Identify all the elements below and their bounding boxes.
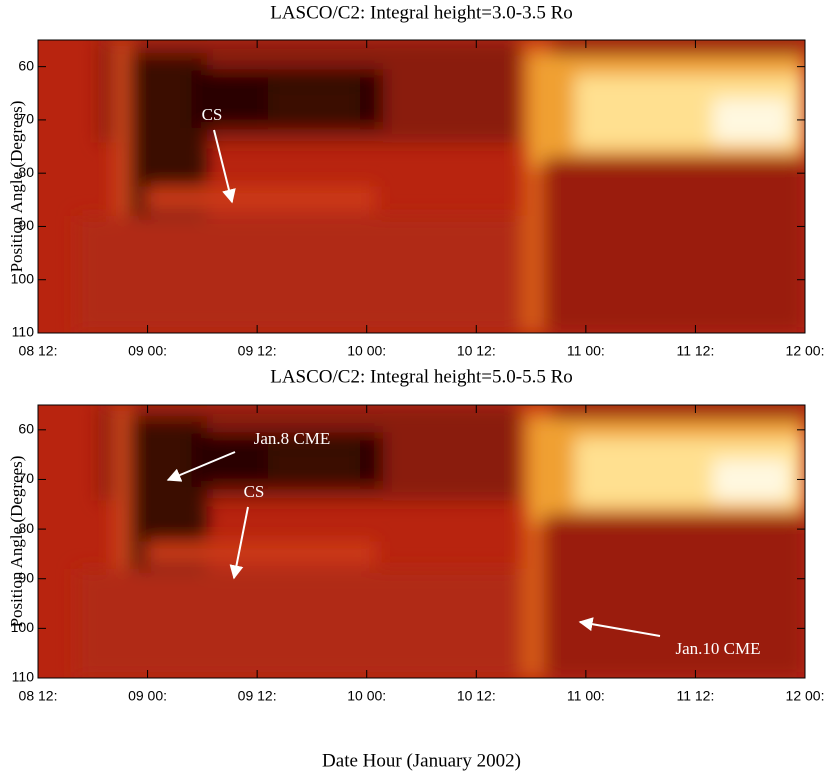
y-tick-label: 110 xyxy=(12,324,35,340)
panel-title: LASCO/C2: Integral height=5.0-5.5 Ro xyxy=(270,366,573,387)
heatmap-cell xyxy=(76,215,537,333)
heatmap-cell xyxy=(712,459,790,501)
y-axis-label: Position Angle (Degrees) xyxy=(7,456,26,628)
x-tick-label: 11 00: xyxy=(567,343,605,359)
heatmap-cell xyxy=(114,405,131,569)
annotation-arrow xyxy=(578,617,661,637)
plot-frame xyxy=(37,39,806,334)
heatmap-blobs xyxy=(76,40,805,333)
y-tick-label: 60 xyxy=(18,57,34,73)
y-tick-label: 70 xyxy=(18,470,34,486)
y-tick-label: 100 xyxy=(11,270,35,286)
annotation: Jan.8 CME xyxy=(254,429,331,448)
heatmap-blobs xyxy=(76,405,805,678)
y-tick-label: 90 xyxy=(18,217,34,233)
annotation: Jan.10 CME xyxy=(676,639,761,658)
heatmap-cell xyxy=(145,541,376,564)
y-tick-label: 80 xyxy=(18,520,34,536)
y-axis-label: Position Angle (Degrees) xyxy=(7,101,26,273)
x-tick-label: 11 00: xyxy=(567,688,605,704)
x-tick-label: 11 12: xyxy=(676,343,714,359)
heatmap-cell xyxy=(712,98,790,143)
x-tick-label: 10 00: xyxy=(347,688,386,704)
heatmap-cell xyxy=(544,514,805,678)
x-tick-label: 10 12: xyxy=(457,688,496,704)
y-tick-label: 80 xyxy=(18,164,34,180)
y-tick-label: 110 xyxy=(12,669,35,685)
x-axis-label: Date Hour (January 2002) xyxy=(322,750,521,771)
x-tick-label: 09 00: xyxy=(128,343,167,359)
x-tick-label: 09 12: xyxy=(238,343,277,359)
heatmap-cell xyxy=(268,445,361,479)
x-tick-label: 10 00: xyxy=(347,343,386,359)
heatmap-cell xyxy=(268,83,361,120)
y-tick-label: 60 xyxy=(18,421,34,437)
annotation: CS xyxy=(202,105,223,124)
heatmap-cell xyxy=(114,40,131,216)
heatmap xyxy=(38,40,805,333)
y-tick-label: 100 xyxy=(11,619,35,635)
y-tick-label: 70 xyxy=(18,111,34,127)
x-tick-label: 12 00: xyxy=(786,343,825,359)
y-tick-label: 90 xyxy=(18,569,34,585)
x-tick-label: 10 12: xyxy=(457,343,496,359)
x-tick-label: 09 00: xyxy=(128,688,167,704)
annotation-arrow xyxy=(213,129,236,204)
plot-frame xyxy=(37,404,806,679)
x-tick-label: 09 12: xyxy=(238,688,277,704)
x-tick-label: 08 12: xyxy=(19,343,58,359)
heatmap-cell xyxy=(145,186,376,210)
annotation: CS xyxy=(244,482,265,501)
annotation-arrow xyxy=(229,506,249,580)
panel-title: LASCO/C2: Integral height=3.0-3.5 Ro xyxy=(270,2,573,23)
x-tick-label: 08 12: xyxy=(19,688,58,704)
x-tick-label: 11 12: xyxy=(676,688,714,704)
heatmap-cell xyxy=(544,157,805,333)
heatmap-cell xyxy=(76,568,537,678)
x-tick-label: 12 00: xyxy=(786,688,825,704)
annotation-arrow xyxy=(166,451,236,482)
heatmap xyxy=(38,405,805,678)
